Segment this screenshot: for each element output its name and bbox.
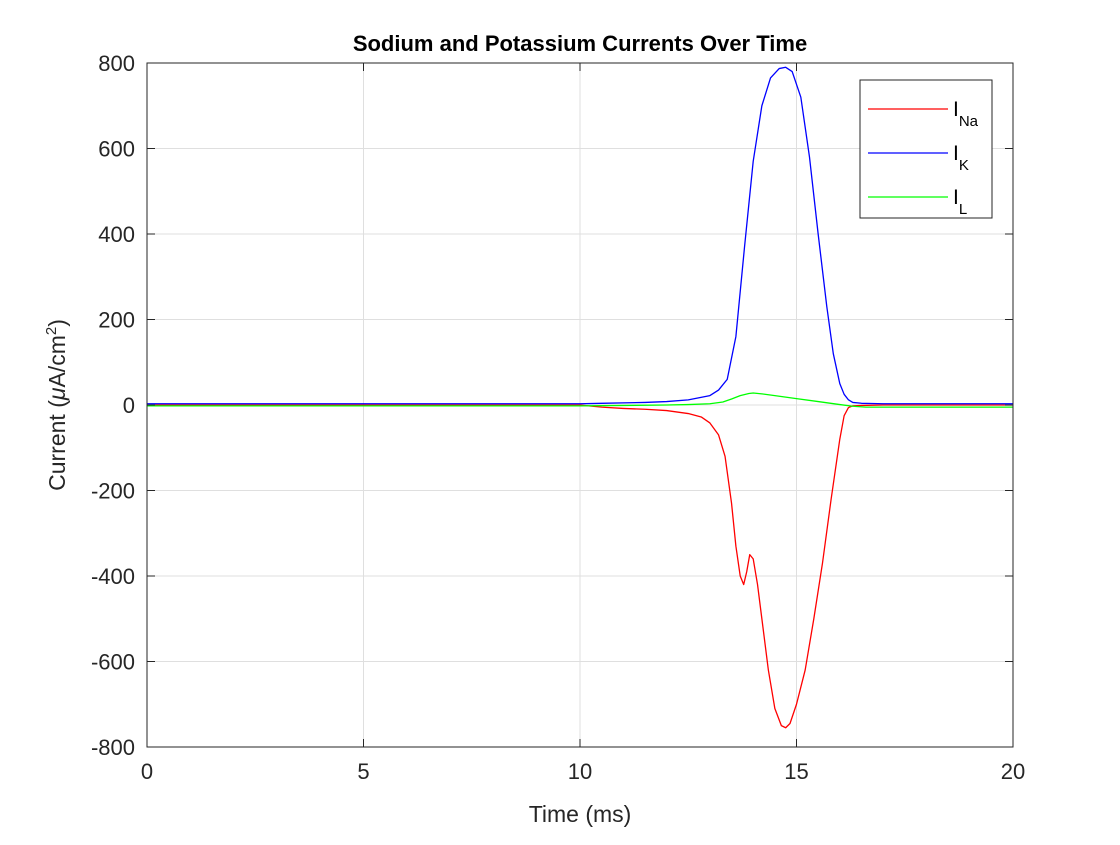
y-axis-label-mu: μ <box>44 387 70 401</box>
legend: INa IK IL <box>859 79 993 219</box>
legend-label-l: IL <box>953 186 967 218</box>
y-tick-label: 400 <box>98 222 135 247</box>
y-axis-label-superscript: 2 <box>43 327 60 335</box>
y-axis-label-prefix: Current ( <box>44 400 70 491</box>
y-tick-label: -400 <box>91 564 135 589</box>
y-tick-label: -600 <box>91 650 135 675</box>
x-tick-label: 15 <box>784 759 808 784</box>
plot-lines <box>147 66 1013 729</box>
series-line-k <box>147 66 1013 405</box>
series-line-na <box>147 404 1013 729</box>
x-tick-label: 0 <box>141 759 153 784</box>
chart-title: Sodium and Potassium Currents Over Time <box>353 31 807 56</box>
y-tick-label: -800 <box>91 735 135 760</box>
y-tick-label: 200 <box>98 308 135 333</box>
legend-label-na: INa <box>953 98 979 130</box>
y-tick-label: 800 <box>98 51 135 76</box>
legend-box <box>859 79 993 219</box>
y-tick-label: 600 <box>98 137 135 162</box>
y-axis-label-units: A/cm <box>44 335 70 387</box>
y-tick-label: -200 <box>91 479 135 504</box>
y-tick-label: 0 <box>123 393 135 418</box>
x-tick-label: 10 <box>568 759 592 784</box>
x-axis-label: Time (ms) <box>529 801 632 827</box>
ticks: 0 5 10 15 20 -800 -600 -400 -200 0 200 400 600 800 <box>91 51 1025 784</box>
legend-label-k: IK <box>953 142 969 174</box>
y-axis-label-suffix: ) <box>44 319 70 327</box>
x-tick-label: 20 <box>1001 759 1025 784</box>
x-tick-label: 5 <box>357 759 369 784</box>
series-line-l <box>147 392 1013 408</box>
y-axis-label: Current (μA/cm2) <box>43 319 70 491</box>
